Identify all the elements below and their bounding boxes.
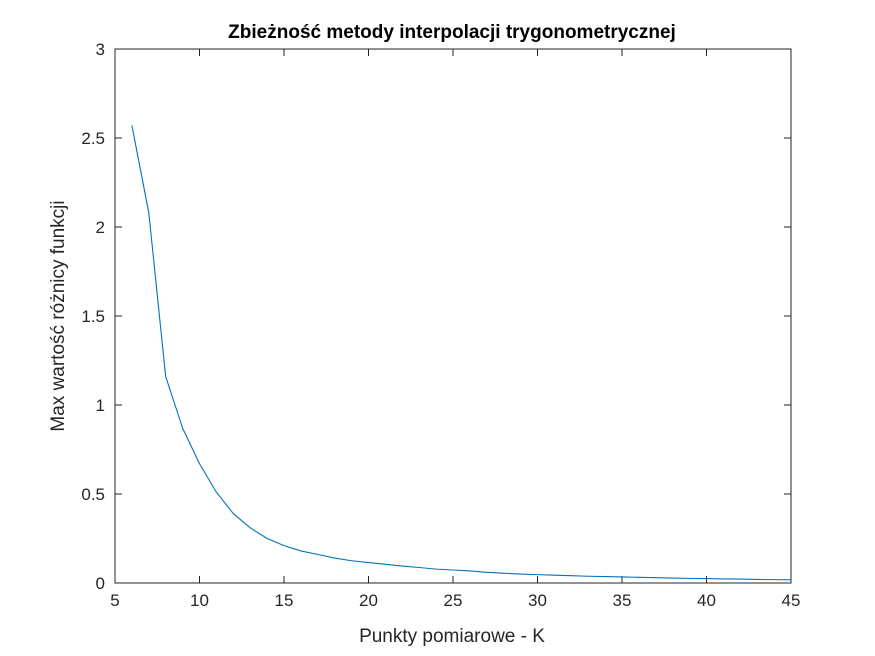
- axes-box: [114, 48, 792, 584]
- x-tick-label: 25: [444, 591, 463, 610]
- x-tick-label: 45: [782, 591, 801, 610]
- x-tick-label: 30: [528, 591, 547, 610]
- x-tick-label: 5: [110, 591, 119, 610]
- x-tick-label: 15: [275, 591, 294, 610]
- x-tick-label: 20: [359, 591, 378, 610]
- chart-title: Zbieżność metody interpolacji trygonomet…: [228, 22, 676, 43]
- x-tick-label: 40: [697, 591, 716, 610]
- y-tick-label: 0: [96, 574, 105, 593]
- y-tick-label: 1.5: [81, 307, 105, 326]
- y-tick-label: 2.5: [81, 129, 105, 148]
- x-tick-label: 10: [190, 591, 209, 610]
- x-tick-label: 35: [613, 591, 632, 610]
- plot-area: 5 10 15 20 25 30 35 40 45 0 0.5 1 1.5 2 2.5 3: [81, 40, 800, 610]
- y-axis-title: Max wartość różnicy funkcji: [48, 200, 69, 431]
- x-axis-title: Punkty pomiarowe - K: [359, 626, 545, 647]
- series-line: [131, 125, 792, 581]
- y-tick-label: 0.5: [81, 485, 105, 504]
- y-tick-label: 1: [96, 396, 105, 415]
- y-tick-label: 3: [96, 40, 105, 59]
- y-tick-label: 2: [96, 218, 105, 237]
